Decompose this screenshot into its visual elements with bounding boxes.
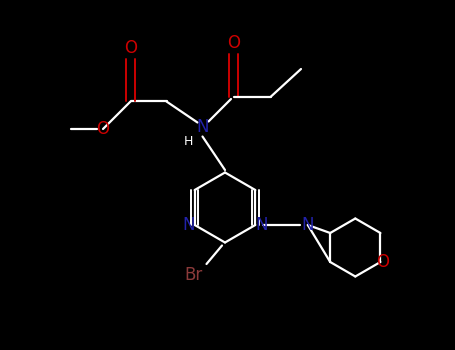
Text: N: N	[196, 119, 209, 136]
Text: O: O	[124, 39, 137, 57]
Text: Br: Br	[184, 266, 202, 284]
Text: O: O	[96, 120, 110, 138]
Text: H: H	[184, 135, 193, 148]
Text: N: N	[302, 216, 314, 234]
Text: N: N	[182, 216, 195, 234]
Text: O: O	[376, 253, 389, 271]
Text: N: N	[255, 216, 268, 234]
Text: O: O	[227, 34, 240, 52]
